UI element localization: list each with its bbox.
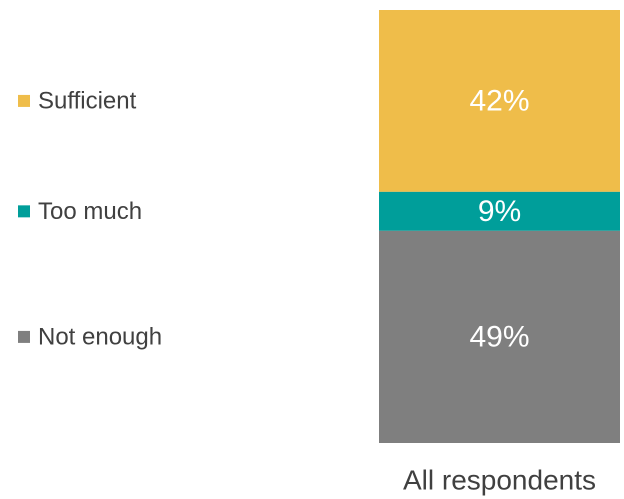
bar-segment-sufficient bbox=[379, 10, 620, 192]
legend-swatch-not-enough bbox=[18, 330, 30, 343]
category-label-all-respondents: All respondents bbox=[403, 465, 596, 496]
data-label-too-much: 9% bbox=[478, 195, 521, 228]
plot-area: 42% 9% 49% bbox=[379, 10, 620, 443]
legend: Sufficient Too much Not enough bbox=[18, 87, 162, 350]
bar-segment-too-much bbox=[379, 191, 620, 231]
data-label-not-enough: 49% bbox=[469, 320, 529, 353]
legend-label-too-much: Too much bbox=[38, 198, 142, 225]
bar-segment-not-enough bbox=[379, 230, 620, 443]
data-label-sufficient: 42% bbox=[469, 84, 529, 117]
legend-swatch-sufficient bbox=[18, 94, 30, 107]
category-axis: All respondents bbox=[403, 465, 596, 496]
legend-swatch-too-much bbox=[18, 205, 30, 218]
legend-label-not-enough: Not enough bbox=[38, 323, 162, 350]
legend-label-sufficient: Sufficient bbox=[38, 87, 137, 114]
